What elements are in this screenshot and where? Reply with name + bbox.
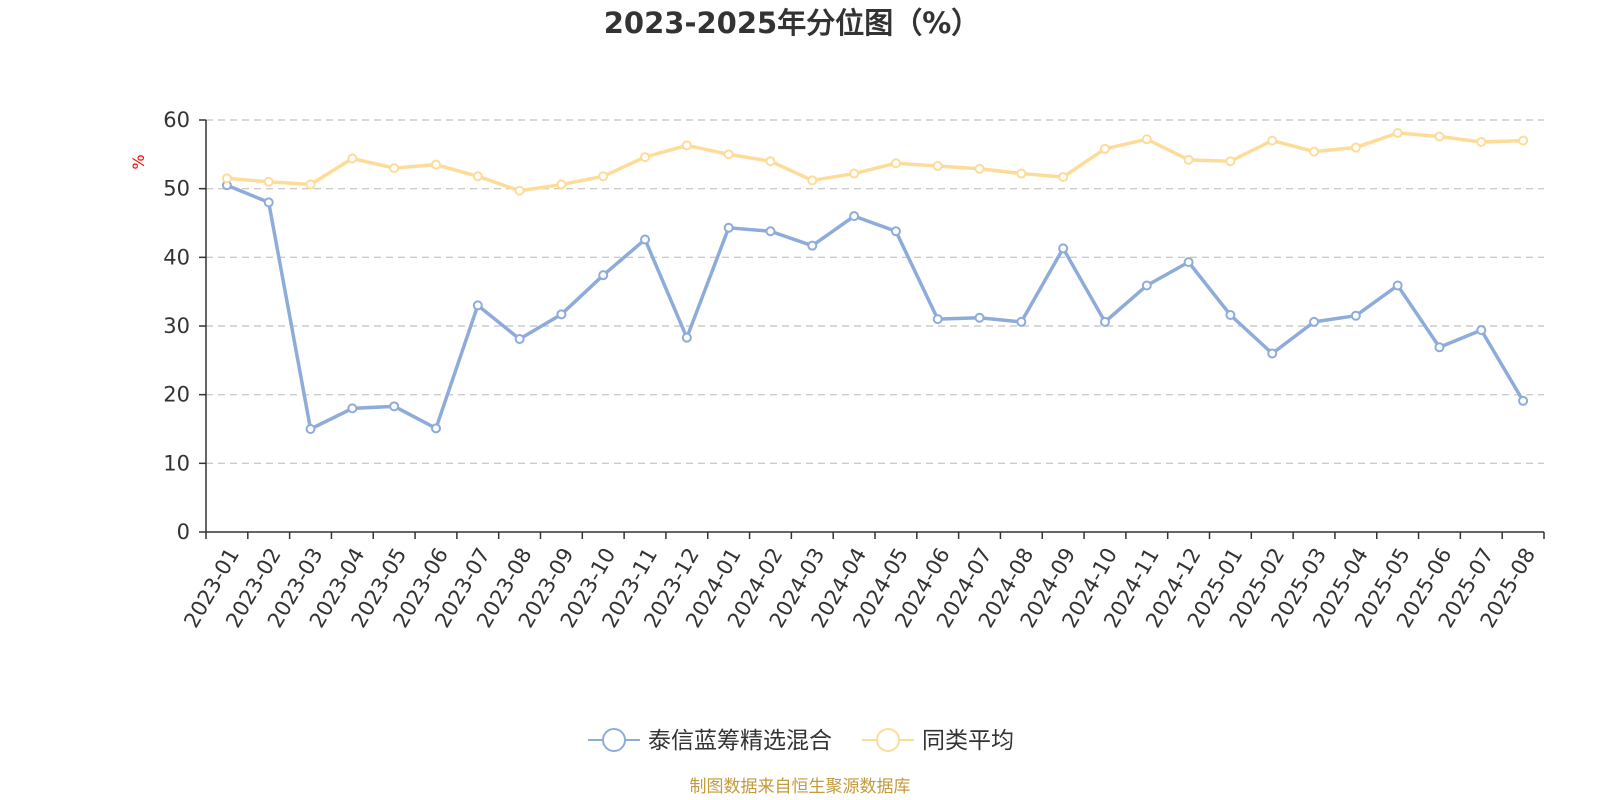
data-point[interactable]: [1267, 135, 1278, 146]
series-1: [221, 180, 1529, 434]
data-point[interactable]: [598, 171, 609, 182]
y-tick-label: 10: [163, 451, 190, 475]
data-point[interactable]: [1518, 395, 1529, 406]
y-tick-label: 60: [163, 108, 190, 132]
data-point[interactable]: [389, 401, 400, 412]
data-point[interactable]: [1434, 342, 1445, 353]
data-point[interactable]: [430, 423, 441, 434]
data-point[interactable]: [1518, 135, 1529, 146]
legend-marker: [602, 728, 626, 752]
axes: 01020304050602023-012023-022023-032023-0…: [163, 108, 1545, 632]
series-line: [226, 183, 1525, 431]
data-point[interactable]: [430, 159, 441, 170]
grid-lines: [206, 119, 1544, 465]
data-point[interactable]: [263, 197, 274, 208]
data-point[interactable]: [932, 161, 943, 172]
data-point[interactable]: [1058, 171, 1069, 182]
data-point[interactable]: [221, 173, 232, 184]
series-2: [221, 128, 1529, 196]
data-point[interactable]: [1225, 310, 1236, 321]
data-point[interactable]: [932, 314, 943, 325]
data-point[interactable]: [1099, 316, 1110, 327]
data-source-note: 制图数据来自恒生聚源数据库: [690, 777, 911, 797]
legend-label: 泰信蓝筹精选混合: [648, 728, 832, 754]
data-point[interactable]: [514, 334, 525, 345]
data-point[interactable]: [849, 168, 860, 179]
data-point[interactable]: [640, 234, 651, 245]
data-point[interactable]: [347, 153, 358, 164]
data-point[interactable]: [347, 403, 358, 414]
data-point[interactable]: [765, 226, 776, 237]
legend-item-2[interactable]: 同类平均: [862, 728, 1014, 754]
data-point[interactable]: [1267, 348, 1278, 359]
data-point[interactable]: [556, 309, 567, 320]
data-point[interactable]: [890, 226, 901, 237]
data-point[interactable]: [723, 149, 734, 160]
legend-marker: [876, 728, 900, 752]
data-point[interactable]: [765, 156, 776, 167]
y-tick-label: 20: [163, 383, 190, 407]
data-point[interactable]: [890, 158, 901, 169]
data-point[interactable]: [1183, 154, 1194, 165]
data-point[interactable]: [681, 332, 692, 343]
data-point[interactable]: [556, 179, 567, 190]
data-point[interactable]: [472, 171, 483, 182]
legend-label: 同类平均: [922, 728, 1014, 754]
data-point[interactable]: [1016, 316, 1027, 327]
data-point[interactable]: [1099, 143, 1110, 154]
y-tick-label: 40: [163, 245, 190, 269]
data-point[interactable]: [263, 176, 274, 187]
data-point[interactable]: [1309, 146, 1320, 157]
data-point[interactable]: [1476, 325, 1487, 336]
y-tick-label: 50: [163, 177, 190, 201]
data-point[interactable]: [974, 163, 985, 174]
data-point[interactable]: [1392, 128, 1403, 139]
series-lines: [221, 128, 1529, 434]
series-line: [226, 131, 1524, 193]
data-point[interactable]: [1225, 156, 1236, 167]
legend-item-1[interactable]: 泰信蓝筹精选混合: [588, 728, 832, 754]
data-point[interactable]: [1309, 316, 1320, 327]
data-point[interactable]: [1350, 142, 1361, 153]
y-axis-label: %: [129, 154, 148, 169]
data-point[interactable]: [807, 240, 818, 251]
data-point[interactable]: [1392, 280, 1403, 291]
data-point[interactable]: [472, 300, 483, 311]
data-point[interactable]: [514, 185, 525, 196]
data-point[interactable]: [598, 270, 609, 281]
data-point[interactable]: [389, 163, 400, 174]
data-point[interactable]: [1350, 310, 1361, 321]
data-point[interactable]: [305, 424, 316, 434]
data-point[interactable]: [1141, 280, 1152, 291]
data-point[interactable]: [1141, 134, 1152, 145]
y-tick-label: 0: [177, 520, 190, 544]
data-point[interactable]: [974, 312, 985, 323]
data-point[interactable]: [1016, 168, 1027, 179]
data-point[interactable]: [1476, 136, 1487, 147]
data-point[interactable]: [305, 179, 316, 190]
data-point[interactable]: [681, 140, 692, 151]
data-point[interactable]: [723, 222, 734, 233]
data-point[interactable]: [849, 211, 860, 222]
data-point[interactable]: [807, 175, 818, 186]
chart-title: 2023-2025年分位图（%）: [604, 6, 981, 40]
y-tick-label: 30: [163, 314, 190, 338]
data-point[interactable]: [640, 152, 651, 163]
legend[interactable]: 泰信蓝筹精选混合 同类平均: [588, 728, 1014, 754]
data-point[interactable]: [1434, 131, 1445, 142]
data-point[interactable]: [1183, 257, 1194, 268]
data-point[interactable]: [1058, 243, 1069, 254]
